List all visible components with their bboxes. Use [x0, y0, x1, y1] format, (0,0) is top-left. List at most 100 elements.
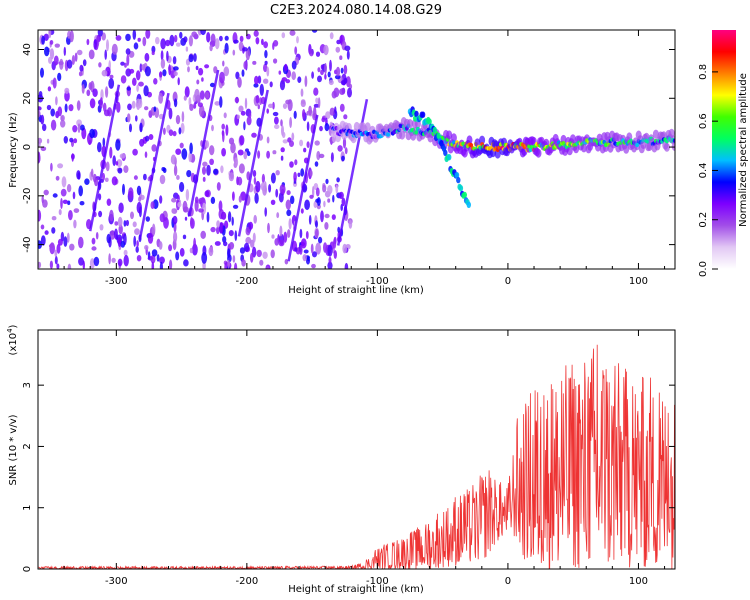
noise-blob: [198, 197, 205, 203]
noise-blob: [259, 83, 264, 96]
noise-blob: [38, 106, 42, 111]
noise-blob: [300, 168, 305, 177]
y-tick-label: 0: [22, 144, 33, 150]
noise-blob: [300, 238, 307, 249]
noise-blob: [198, 105, 205, 117]
noise-blob: [325, 111, 331, 119]
branch-blob: [458, 185, 464, 192]
noise-blob: [63, 236, 68, 247]
noise-blob: [123, 220, 127, 227]
noise-blob: [54, 256, 58, 265]
y-tick-label: -40: [22, 236, 33, 252]
noise-blob: [335, 66, 341, 77]
snr-frame: [37, 329, 676, 570]
noise-blob: [67, 200, 71, 206]
signal-halo: [364, 122, 371, 132]
noise-blob: [97, 142, 102, 153]
spectrogram-xlabel: Height of straight line (km): [288, 285, 424, 296]
noise-blob: [276, 212, 280, 219]
noise-blob: [282, 103, 288, 109]
noise-blob: [287, 229, 291, 238]
noise-blob: [62, 199, 68, 204]
noise-blob: [148, 134, 154, 140]
noise-blob: [232, 255, 236, 263]
noise-blob: [329, 107, 335, 116]
noise-blob: [241, 259, 246, 267]
noise-blob: [159, 256, 165, 264]
noise-blob: [240, 110, 246, 116]
noise-blob: [204, 140, 210, 149]
noise-blob: [305, 231, 309, 239]
noise-blob: [253, 214, 257, 224]
noise-blob: [108, 253, 111, 265]
noise-blob: [76, 100, 81, 111]
noise-blob: [102, 137, 106, 148]
noise-blob: [237, 149, 244, 156]
noise-blob: [38, 151, 41, 163]
noise-blob: [67, 263, 72, 269]
noise-blob: [198, 67, 204, 76]
noise-blob: [66, 59, 73, 69]
branch-blob: [436, 132, 441, 140]
spectrogram-ylabel: Frequency (Hz): [8, 112, 19, 188]
noise-blob: [278, 239, 285, 247]
noise-blob: [48, 56, 53, 64]
noise-blob: [93, 256, 100, 267]
noise-blob: [340, 80, 347, 86]
noise-blob: [76, 119, 82, 127]
noise-blob: [209, 158, 215, 165]
noise-blob: [283, 231, 288, 243]
branch-blob: [462, 191, 467, 199]
noise-blob: [58, 209, 62, 216]
noise-blob: [340, 203, 344, 212]
noise-blob: [303, 249, 309, 254]
snr-ticks: -300 -200 -100 0 100 0 1 2 3: [22, 330, 675, 587]
noise-blob: [253, 30, 259, 37]
noise-blob: [202, 166, 206, 175]
noise-blob: [168, 64, 171, 76]
noise-blob: [317, 67, 321, 73]
noise-blob: [219, 35, 223, 42]
noise-blob: [279, 184, 286, 195]
noise-blob: [79, 201, 85, 206]
noise-blob: [221, 147, 227, 157]
noise-blob: [150, 201, 155, 210]
noise-blob: [156, 254, 160, 262]
noise-blob: [252, 60, 257, 65]
noise-blob: [237, 176, 243, 186]
noise-blob: [77, 123, 81, 134]
noise-blob: [266, 66, 270, 77]
noise-blob: [125, 219, 129, 227]
noise-blob: [266, 265, 269, 269]
noise-blob: [242, 47, 248, 52]
noise-blob: [118, 224, 123, 235]
noise-blob: [285, 79, 291, 84]
noise-blob: [291, 132, 295, 141]
noise-blob: [54, 43, 60, 48]
noise-blob: [294, 247, 298, 252]
noise-blob: [82, 59, 87, 67]
noise-blob: [327, 185, 333, 195]
noise-blob: [136, 255, 142, 262]
noise-blob: [120, 240, 126, 248]
noise-blob: [230, 142, 236, 154]
noise-blob: [299, 244, 303, 255]
noise-blob: [320, 210, 324, 223]
noise-blob: [40, 146, 47, 152]
noise-blob: [106, 198, 112, 206]
noise-blob: [244, 97, 248, 110]
noise-blob: [126, 113, 131, 123]
noise-blob: [144, 66, 151, 77]
noise-blob: [264, 207, 268, 217]
noise-blob: [308, 105, 312, 116]
branch-blob: [414, 110, 419, 118]
x-tick-label: -300: [105, 576, 128, 587]
noise-blob: [193, 237, 197, 250]
noise-blob: [152, 223, 156, 236]
noise-blob: [144, 106, 149, 111]
noise-blob: [315, 220, 318, 228]
noise-blob: [272, 101, 275, 110]
noise-blob: [302, 254, 307, 262]
noise-blob: [56, 243, 61, 254]
